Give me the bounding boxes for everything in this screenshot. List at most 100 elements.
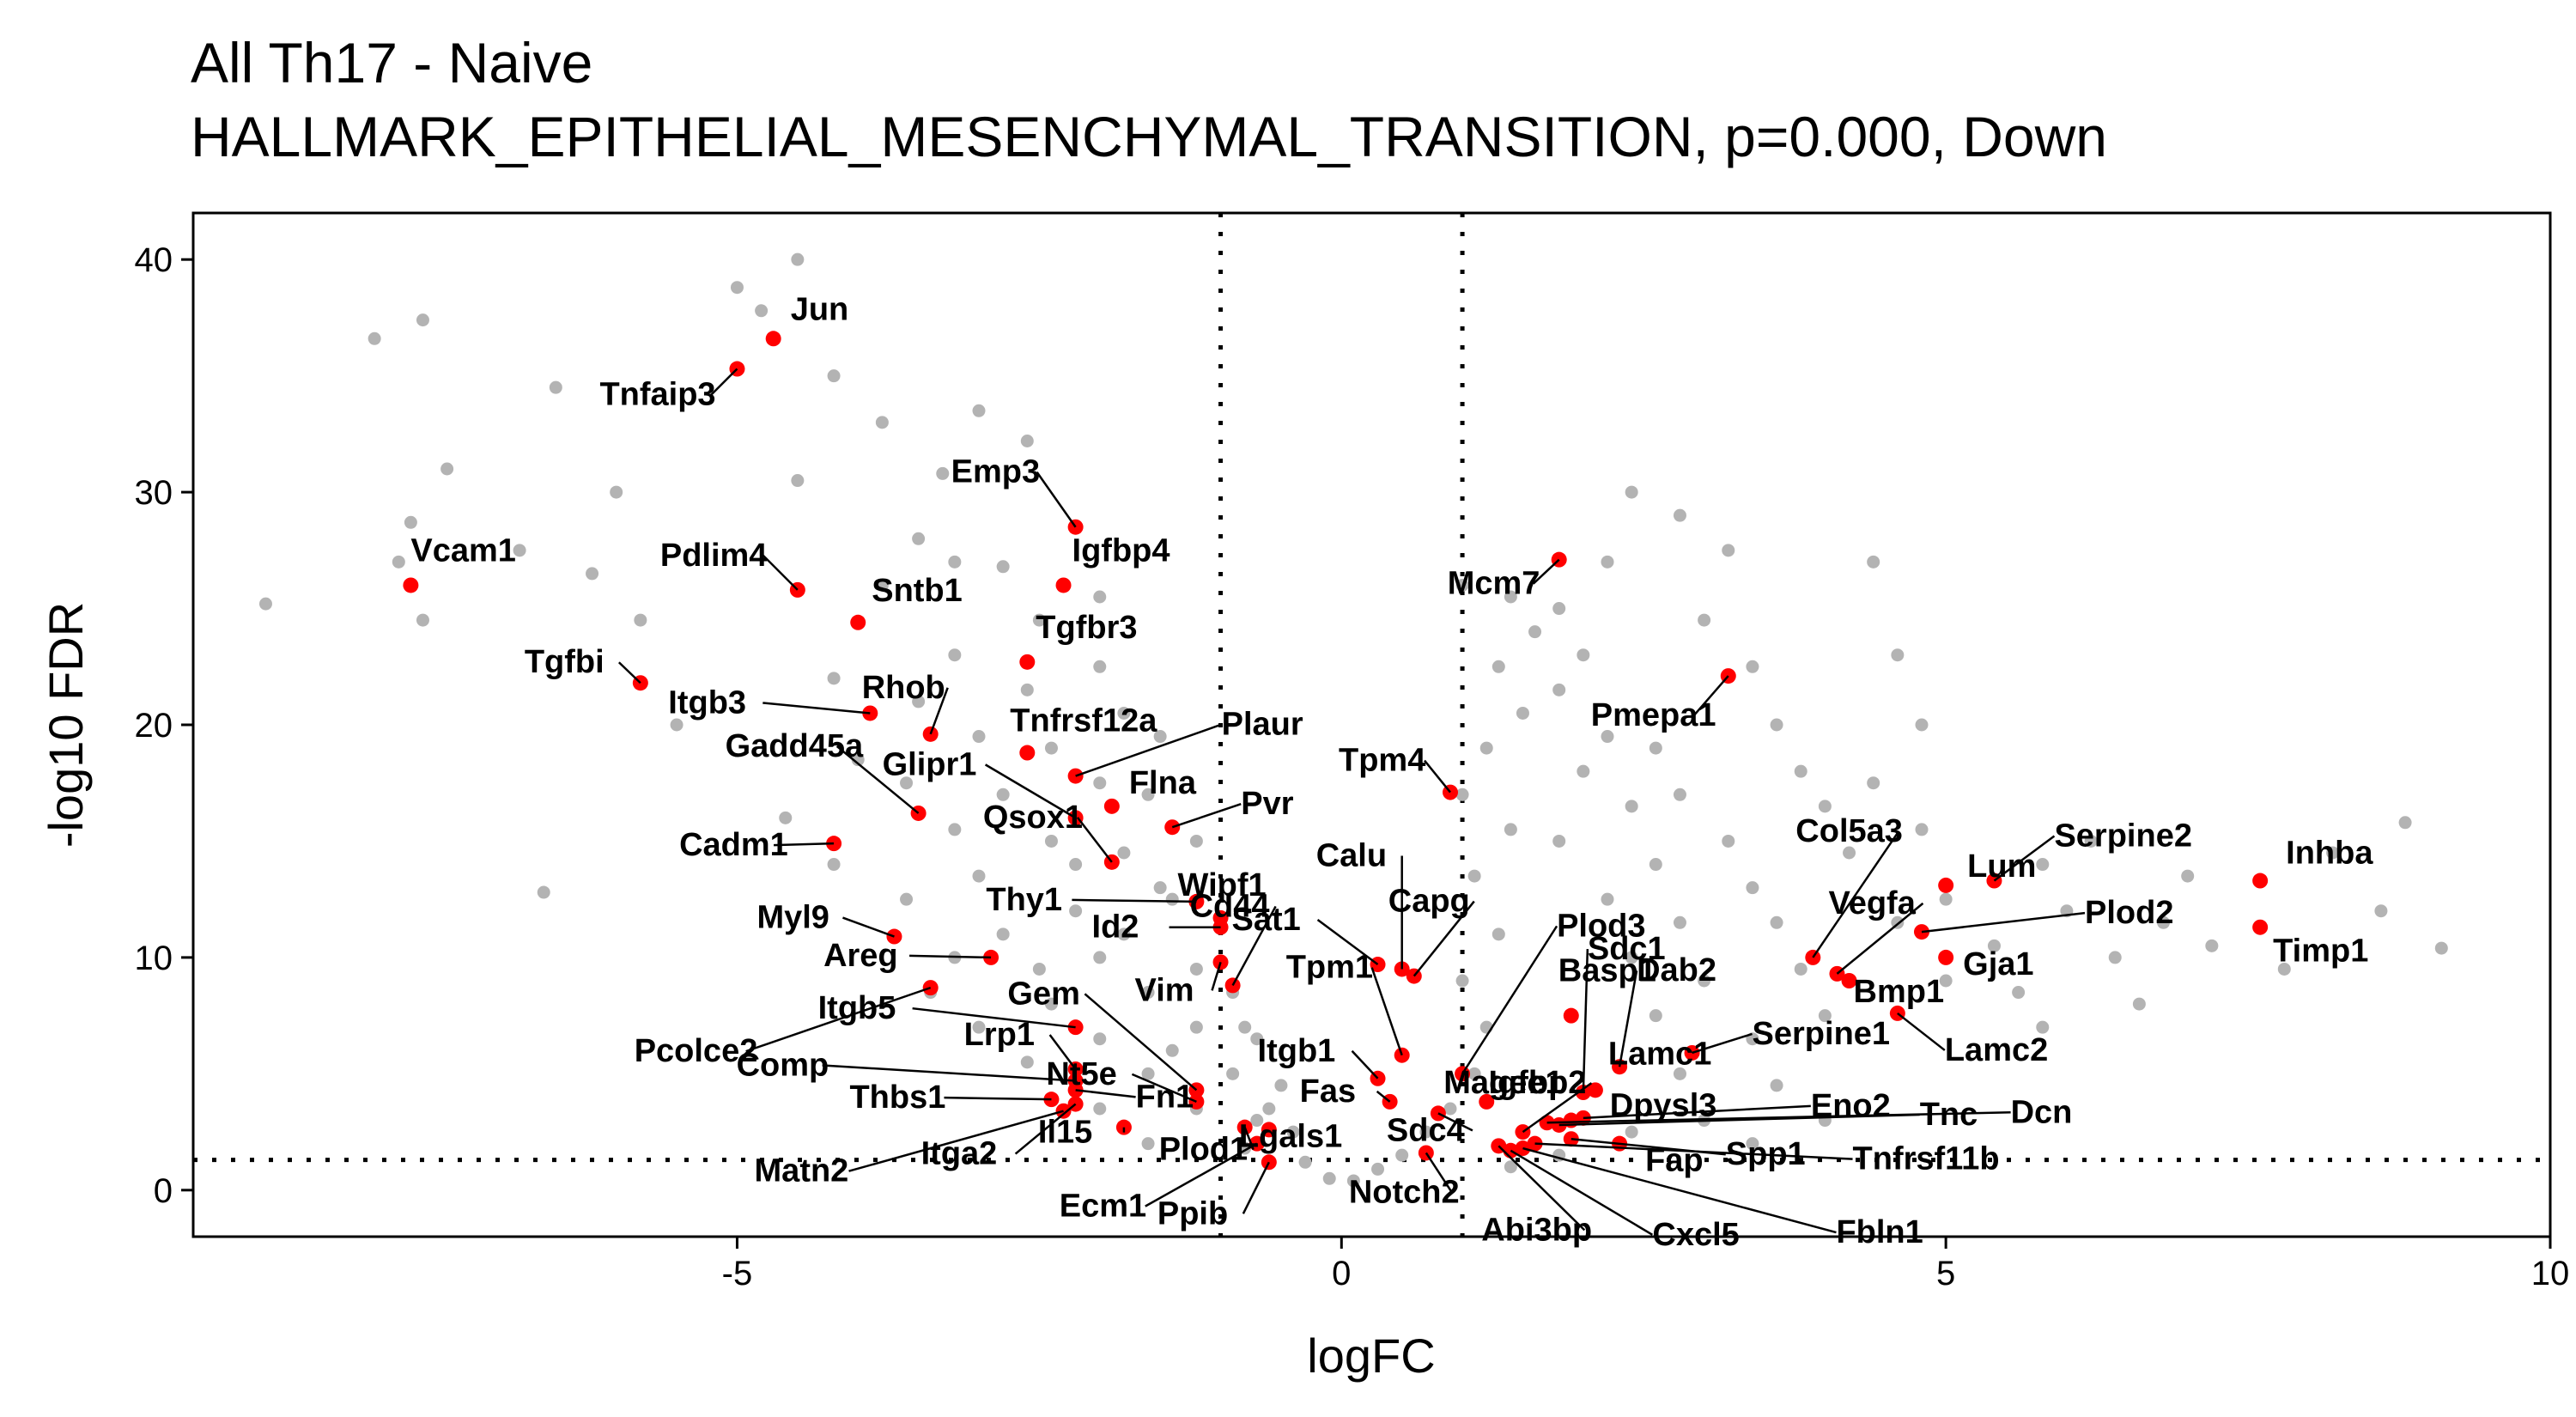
background-point bbox=[1153, 881, 1167, 895]
background-point bbox=[1069, 858, 1083, 872]
gene-label-bmp1: Bmp1 bbox=[1854, 974, 1945, 1010]
background-point bbox=[1504, 590, 1517, 604]
gene-label-ppib: Ppib bbox=[1157, 1195, 1228, 1232]
gene-label-itga2: Itga2 bbox=[921, 1136, 998, 1172]
background-point bbox=[1673, 508, 1686, 522]
background-point bbox=[875, 578, 889, 592]
background-point bbox=[1238, 1020, 1252, 1034]
gene-label-lum: Lum bbox=[1967, 848, 2036, 885]
background-point bbox=[2036, 1020, 2050, 1034]
background-point bbox=[1117, 706, 1131, 720]
background-points bbox=[258, 252, 2448, 1188]
gene-label-basp1: Basp1 bbox=[1558, 953, 1656, 989]
background-point bbox=[1770, 915, 1783, 929]
gene-label-timp1: Timp1 bbox=[2273, 934, 2368, 970]
leader-line-sat1 bbox=[1316, 919, 1379, 966]
plot-area: Jun Tnfaip3 Vcam1 Pdlim4 Sntb1 Emp3 Igfbp4 Tgfb… bbox=[191, 211, 2552, 1253]
gene-label-igfbp2: Igfbp2 bbox=[1488, 1065, 1586, 1101]
gene-point-lamc1 bbox=[1587, 1082, 1603, 1098]
gene-label-lgals1: Lgals1 bbox=[1239, 1118, 1342, 1154]
background-point bbox=[1794, 764, 1807, 778]
background-point bbox=[791, 474, 805, 488]
gene-label-notch2: Notch2 bbox=[1349, 1174, 1460, 1210]
background-point bbox=[1552, 683, 1566, 696]
background-point bbox=[1577, 648, 1590, 662]
background-point bbox=[972, 730, 986, 744]
background-point bbox=[258, 597, 272, 611]
gene-point-sntb1 bbox=[850, 614, 866, 630]
background-point bbox=[1673, 1067, 1686, 1080]
background-point bbox=[1673, 788, 1686, 801]
background-point bbox=[827, 369, 841, 383]
gene-label-fn1: Fn1 bbox=[1136, 1079, 1194, 1115]
leader-line-gem bbox=[1084, 993, 1198, 1092]
leader-line-tpm4 bbox=[1424, 759, 1451, 794]
background-point bbox=[2036, 858, 2050, 872]
background-point bbox=[1226, 1067, 1240, 1080]
background-point bbox=[730, 281, 744, 295]
gene-label-eno2: Eno2 bbox=[1811, 1088, 1891, 1124]
leader-line-vim bbox=[1211, 961, 1222, 991]
background-point bbox=[996, 927, 1010, 941]
y-tick-label: 40 bbox=[135, 241, 173, 279]
leader-line-myl9 bbox=[842, 916, 895, 938]
background-point bbox=[912, 695, 926, 708]
background-point bbox=[827, 858, 841, 872]
gene-point-jun bbox=[765, 331, 781, 347]
leader-line-pcolce2 bbox=[745, 986, 932, 1053]
background-point bbox=[1044, 741, 1058, 755]
background-point bbox=[1093, 590, 1107, 604]
x-axis-label: logFC bbox=[1307, 1329, 1435, 1383]
leader-line-tnfaip3 bbox=[710, 368, 738, 396]
background-point bbox=[1455, 788, 1469, 801]
background-point bbox=[1322, 1171, 1336, 1185]
y-axis-label: -log10 FDR bbox=[39, 602, 93, 848]
gene-label-plod2: Plod2 bbox=[2085, 895, 2173, 931]
gene-label-gadd45a: Gadd45a bbox=[726, 728, 864, 764]
leader-line-ppib bbox=[1242, 1161, 1270, 1214]
leader-line-lrp1 bbox=[1048, 1034, 1077, 1070]
background-point bbox=[1479, 741, 1493, 755]
background-point bbox=[1746, 1137, 1759, 1151]
gene-label-calu: Calu bbox=[1316, 837, 1387, 873]
gene-label-pmepa1: Pmepa1 bbox=[1591, 697, 1716, 733]
x-tick-label: -5 bbox=[722, 1255, 753, 1292]
background-point bbox=[1867, 776, 1880, 790]
leader-line-cxcl5 bbox=[1510, 1149, 1654, 1236]
leader-line-thy1 bbox=[1072, 898, 1197, 903]
leader-line-plod3 bbox=[1461, 925, 1558, 1075]
background-point bbox=[1818, 1009, 1832, 1023]
background-point bbox=[1504, 1160, 1517, 1174]
leader-line-gadd45a bbox=[835, 745, 920, 814]
background-point bbox=[2132, 997, 2146, 1011]
gene-labels: Jun Tnfaip3 Vcam1 Pdlim4 Sntb1 Emp3 Igfbp4 Tgfb… bbox=[410, 291, 2373, 1252]
gene-label-tnfrsf11b: Tnfrsf11b bbox=[1853, 1141, 2000, 1177]
background-point bbox=[2084, 834, 2098, 848]
background-point bbox=[1504, 823, 1517, 836]
gene-label-itgb5: Itgb5 bbox=[818, 990, 896, 1026]
background-point bbox=[1274, 1079, 1288, 1092]
gene-label-magee1: Magee1 bbox=[1443, 1065, 1563, 1101]
background-point bbox=[996, 560, 1010, 574]
leader-line-plod2 bbox=[1921, 911, 2086, 934]
background-point bbox=[948, 648, 962, 662]
gene-label-itgb3: Itgb3 bbox=[668, 684, 746, 721]
background-point bbox=[416, 313, 429, 327]
background-point bbox=[1552, 834, 1566, 848]
background-point bbox=[1165, 1043, 1179, 1057]
background-point bbox=[1032, 962, 1046, 976]
background-point bbox=[2434, 941, 2448, 955]
background-point bbox=[1601, 555, 1614, 569]
background-point bbox=[1069, 904, 1083, 918]
y-tick-label: 0 bbox=[154, 1172, 173, 1210]
leader-line-itgb3 bbox=[762, 702, 871, 715]
gene-label-myl9: Myl9 bbox=[756, 900, 829, 936]
background-point bbox=[1020, 683, 1034, 696]
background-point bbox=[1649, 1009, 1662, 1023]
background-point bbox=[513, 544, 526, 557]
label-leader-lines bbox=[617, 368, 2086, 1236]
background-point bbox=[1093, 660, 1107, 673]
leader-line-sdc1 bbox=[1582, 948, 1589, 1093]
background-point bbox=[1141, 788, 1155, 801]
